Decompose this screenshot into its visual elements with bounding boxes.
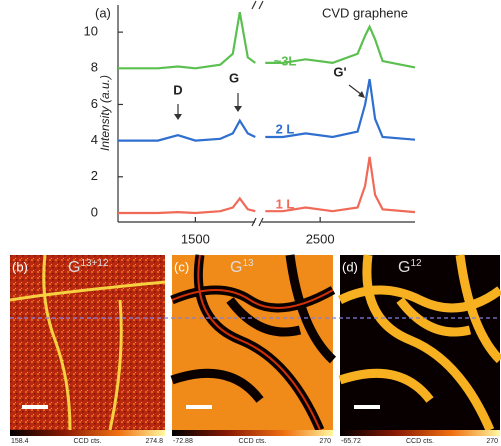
map-title-text: G [68,259,80,276]
map-title-sup: 13+12 [80,258,109,269]
series-line [118,79,415,141]
y-axis-label: Intensity (a.u.) [98,75,112,151]
chart-title: CVD graphene [322,5,408,20]
colorbar-unit: CCD cts. [239,438,267,445]
colorbar-min: -65.72 [341,438,361,445]
annotation: G [229,70,239,85]
series-line [118,157,415,213]
raman-maps [10,255,500,430]
colorbar [172,430,333,436]
colorbar-unit: CCD cts. [74,438,102,445]
panel-label: (c) [174,259,189,274]
x-tick-label: 1500 [181,231,210,246]
map-title-sup: 13 [242,258,254,269]
scale-bar [22,405,48,409]
arrow-head [174,114,182,120]
annotation: G' [333,64,346,79]
annotation: D [173,82,182,97]
map-title-sup: 12 [410,258,422,269]
scale-bar [186,405,212,409]
colorbar-unit: CCD cts. [406,438,434,445]
series-line [118,12,415,68]
y-tick-label: 0 [91,204,98,219]
panel-label: (a) [95,5,111,20]
axis-break [252,1,256,9]
x-tick-label: 2500 [306,231,335,246]
figure: (a) CVD graphene Intensity (a.u.) D G G'… [0,0,501,446]
colorbar-min: 158.4 [11,438,29,445]
map-title-text: G [398,259,410,276]
colorbar-max: 270 [486,438,498,445]
map-title-text: G [230,259,242,276]
panel-label: (b) [12,259,28,274]
arrow-head [234,106,242,112]
colorbar [340,430,500,436]
colorbar-min: -72.88 [173,438,193,445]
colorbar-max: 270 [319,438,331,445]
panel-label: (d) [342,259,358,274]
y-tick-label: 4 [91,132,98,147]
series-label: 1 L [276,196,295,211]
series-label: ~3L [274,53,297,68]
axis-break [259,1,263,9]
y-tick-label: 10 [84,24,98,39]
y-tick-label: 2 [91,168,98,183]
colorbar [10,430,165,436]
raman-chart: (a) CVD graphene Intensity (a.u.) D G G' [95,1,415,226]
y-tick-label: 8 [91,60,98,75]
map-image [10,255,165,430]
series-label: 2 L [276,121,295,136]
y-tick-label: 6 [91,96,98,111]
scale-bar [354,405,380,409]
colorbar-max: 274.8 [145,438,163,445]
